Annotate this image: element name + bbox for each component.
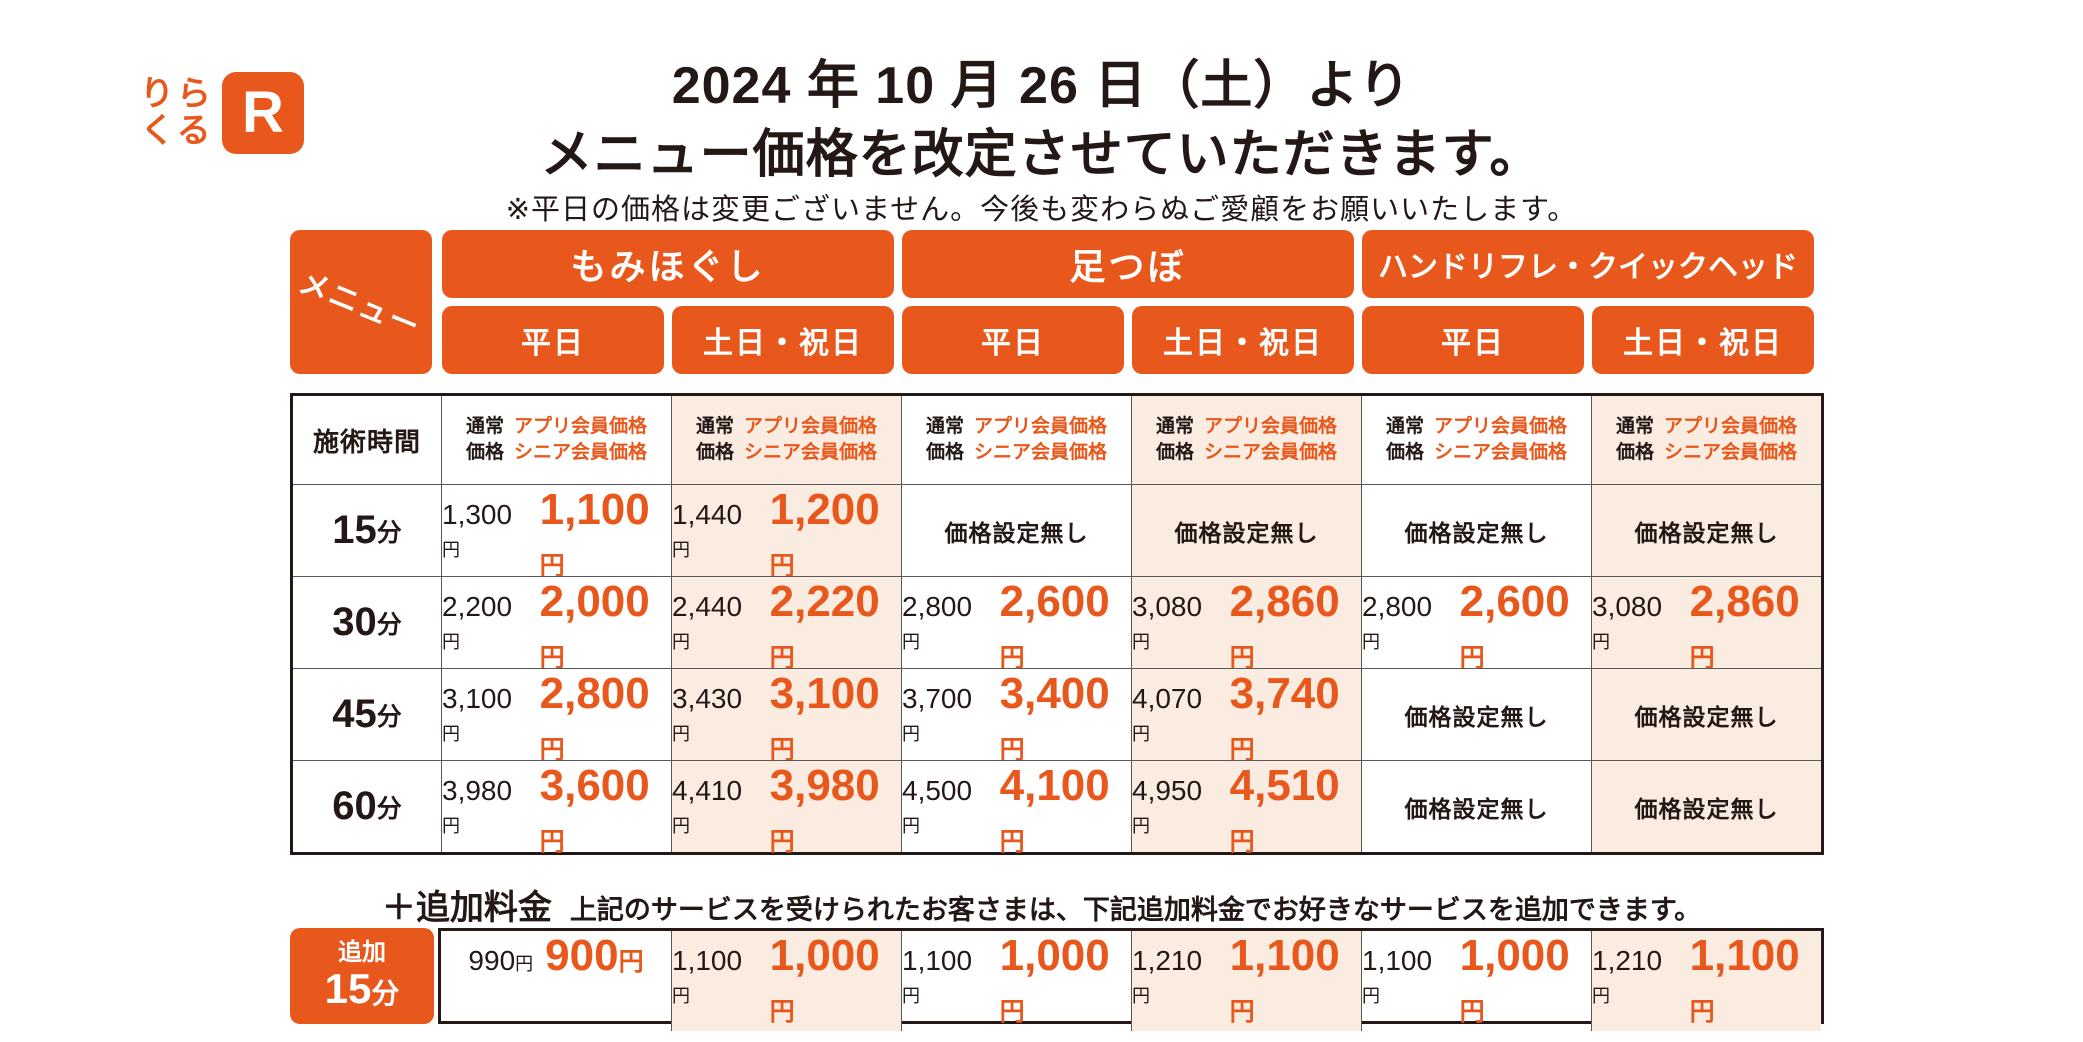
treatment-time-header: 施術時間 (312, 426, 421, 457)
day-header-weekend: 土日・祝日 (1132, 306, 1354, 374)
price-cell: 3,080円 2,860円 (1131, 576, 1361, 672)
price-cell: 3,100円 2,800円 (441, 668, 671, 764)
addon-description: 上記のサービスを受けられたお客さまは、下記追加料金でお好きなサービスを追加できま… (569, 895, 1702, 925)
page-title-line2: メニュー価格を改定させていただきます。 (540, 126, 1543, 185)
addon-heading: ＋追加料金 上記のサービスを受けられたお客さまは、下記追加料金でお好きなサービスを… (0, 880, 2083, 929)
no-price-cell: 価格設定無し (1131, 484, 1361, 576)
time-cell-60: 60 分 (293, 760, 441, 852)
addon-title: ＋追加料金 (381, 889, 552, 927)
price-cell: 3,700円 3,400円 (901, 668, 1131, 764)
price-cell: 2,800円 2,600円 (901, 576, 1131, 672)
price-cell: 1,440円 1,200円 (671, 484, 901, 580)
addon-price-cell: 1,100円 1,000円 (901, 931, 1131, 1031)
page-title-line1: 2024 年 10 月 26 日（土）より (671, 57, 1412, 115)
price-type-header: 通常 価格 アプリ会員価格 シニア会員価格 (901, 396, 1131, 484)
no-price-cell: 価格設定無し (1361, 760, 1591, 852)
price-cell: 4,500円 4,100円 (901, 760, 1131, 856)
price-cell: 3,430円 3,100円 (671, 668, 901, 764)
price-cell: 4,410円 3,980円 (671, 760, 901, 856)
day-header-weekend: 土日・祝日 (1592, 306, 1814, 374)
price-type-header: 通常 価格 アプリ会員価格 シニア会員価格 (441, 396, 671, 484)
addon-price-cell: 1,100円 1,000円 (671, 931, 901, 1031)
addon-price-cell: 1,210円 1,100円 (1131, 931, 1361, 1031)
price-cell: 4,070円 3,740円 (1131, 668, 1361, 764)
price-type-header: 通常 価格 アプリ会員価格 シニア会員価格 (1591, 396, 1821, 484)
price-table: メニュー もみほぐし 足つぼ ハンドリフレ・クイックヘッド 平日 土日・祝日 平… (290, 230, 1824, 856)
addon-price-grid: 990円 900円 1,100円 1,000円 1,100円 1,000円 1,… (438, 928, 1824, 1031)
page-title: 2024 年 10 月 26 日（土）より メニュー価格を改定させていただきます… (0, 52, 2083, 190)
addon-price-cell: 1,210円 1,100円 (1591, 931, 1821, 1031)
time-cell-15: 15 分 (293, 484, 441, 576)
addon-time-box: 追加 15分 (290, 928, 434, 1024)
price-cell: 4,950円 4,510円 (1131, 760, 1361, 856)
no-price-cell: 価格設定無し (1591, 760, 1821, 852)
price-cell: 2,800円 2,600円 (1361, 576, 1591, 672)
no-price-cell: 価格設定無し (901, 484, 1131, 576)
price-cell: 2,440円 2,220円 (671, 576, 901, 672)
category-header-momihogushi: もみほぐし (442, 230, 894, 298)
no-price-cell: 価格設定無し (1361, 668, 1591, 760)
day-header-weekend: 土日・祝日 (672, 306, 894, 374)
time-cell-30: 30 分 (293, 576, 441, 668)
menu-header-box: メニュー (290, 230, 432, 374)
category-header-handrefle: ハンドリフレ・クイックヘッド (1362, 230, 1814, 298)
table-body: 施術時間 通常 価格 アプリ会員価格 シニア会員価格 通常 価格 アプリ会員価格… (290, 393, 1824, 856)
brand-logo: りら くる R (140, 72, 304, 154)
addon-row: 追加 15分 990円 900円 1,100円 1,000円 1,100円 1,… (290, 928, 1824, 1031)
page-note: ※平日の価格は変更ございません。今後も変わらぬご愛顧をお願いいたします。 (505, 194, 1578, 226)
day-header-weekday: 平日 (1362, 306, 1584, 374)
brand-logo-text: りら くる (140, 75, 214, 150)
price-type-header: 通常 価格 アプリ会員価格 シニア会員価格 (671, 396, 901, 484)
addon-price-cell: 1,100円 1,000円 (1361, 931, 1591, 1031)
price-cell: 3,080円 2,860円 (1591, 576, 1821, 672)
day-header-weekday: 平日 (442, 306, 664, 374)
price-cell: 3,980円 3,600円 (441, 760, 671, 856)
price-cell: 2,200円 2,000円 (441, 576, 671, 672)
day-header-weekday: 平日 (902, 306, 1124, 374)
addon-price-cell: 990円 900円 (468, 931, 644, 980)
time-cell-45: 45 分 (293, 668, 441, 760)
category-header-ashitsubo: 足つぼ (902, 230, 1354, 298)
table-header: メニュー もみほぐし 足つぼ ハンドリフレ・クイックヘッド 平日 土日・祝日 平… (290, 230, 1824, 374)
brand-r-icon: R (222, 72, 304, 154)
no-price-cell: 価格設定無し (1591, 668, 1821, 760)
no-price-cell: 価格設定無し (1361, 484, 1591, 576)
no-price-cell: 価格設定無し (1591, 484, 1821, 576)
price-type-header: 通常 価格 アプリ会員価格 シニア会員価格 (1131, 396, 1361, 484)
price-type-header: 通常 価格 アプリ会員価格 シニア会員価格 (1361, 396, 1591, 484)
price-cell: 1,300円 1,100円 (441, 484, 671, 580)
